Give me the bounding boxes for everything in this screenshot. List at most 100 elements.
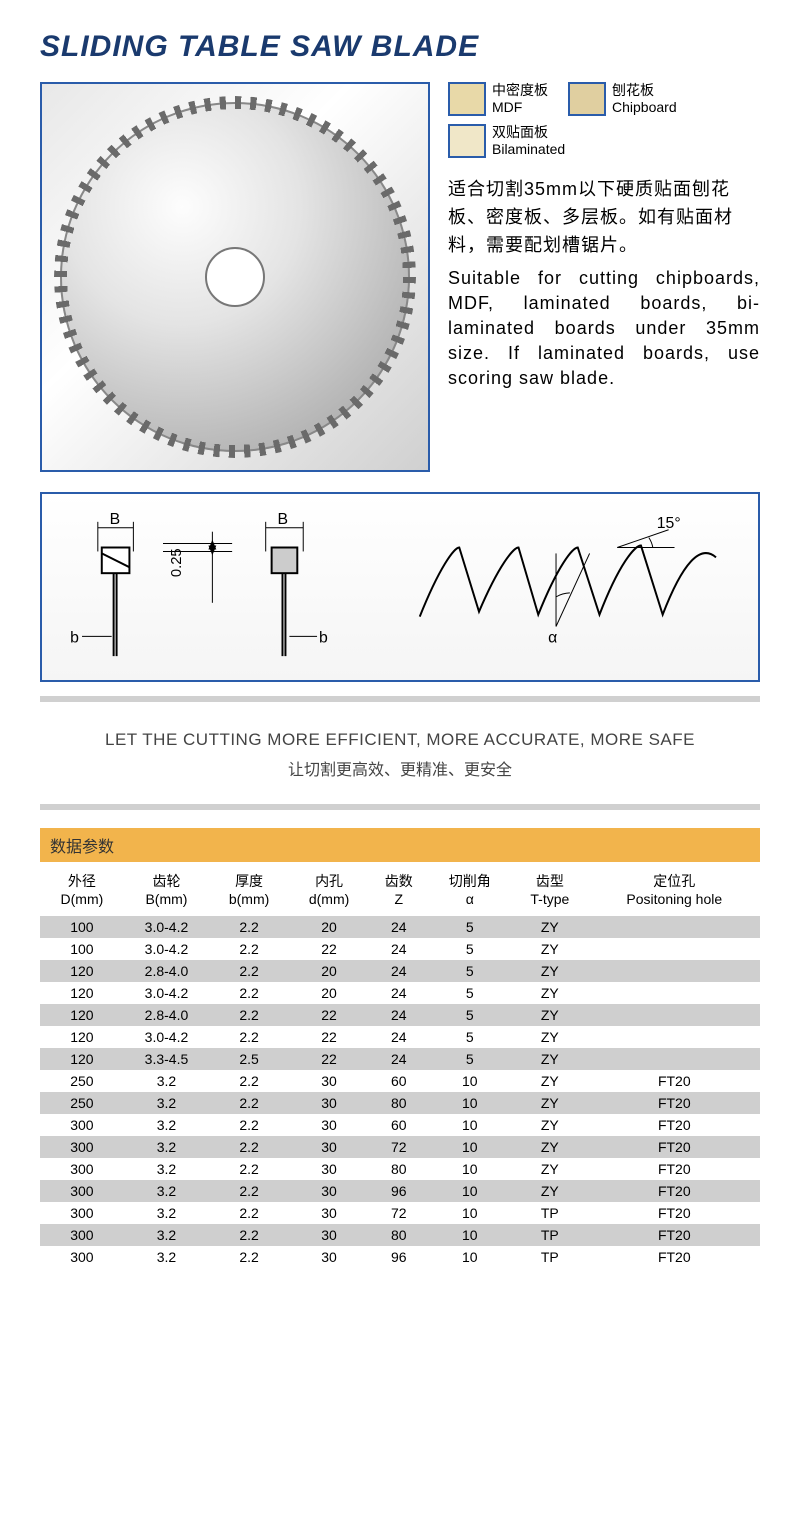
table-cell: 100 (40, 916, 124, 938)
page-title: SLIDING TABLE SAW BLADE (40, 30, 760, 64)
table-cell: 10 (429, 1070, 512, 1092)
material-label-cn: 中密度板 (492, 82, 548, 99)
table-cell: 3.2 (124, 1136, 209, 1158)
table-cell: 30 (289, 1114, 369, 1136)
table-cell: FT20 (589, 1070, 760, 1092)
column-header: 齿型T-type (511, 862, 588, 916)
slogan-cn: 让切割更高效、更精准、更安全 (40, 756, 760, 780)
table-cell: FT20 (589, 1246, 760, 1268)
table-cell: 22 (289, 1048, 369, 1070)
table-cell: 3.3-4.5 (124, 1048, 209, 1070)
table-cell: FT20 (589, 1092, 760, 1114)
table-row: 1003.0-4.22.222245ZY (40, 938, 760, 960)
top-row: 中密度板 MDF 刨花板 Chipboard 双贴面板 (40, 82, 760, 472)
material-chipboard: 刨花板 Chipboard (568, 82, 677, 116)
table-cell: TP (511, 1202, 588, 1224)
table-cell: TP (511, 1224, 588, 1246)
column-header: 齿数Z (369, 862, 428, 916)
param-header: 数据参数 (40, 828, 760, 862)
table-row: 1203.0-4.22.222245ZY (40, 1026, 760, 1048)
table-cell: 2.2 (209, 1224, 289, 1246)
right-column: 中密度板 MDF 刨花板 Chipboard 双贴面板 (448, 82, 760, 472)
table-cell: 72 (369, 1202, 428, 1224)
table-cell: 2.5 (209, 1048, 289, 1070)
material-label-en: MDF (492, 99, 522, 115)
swatch-icon (448, 82, 486, 116)
table-cell: FT20 (589, 1158, 760, 1180)
table-cell (589, 960, 760, 982)
table-cell: 300 (40, 1114, 124, 1136)
column-header: 外径D(mm) (40, 862, 124, 916)
material-mdf: 中密度板 MDF (448, 82, 548, 116)
table-row: 3003.22.2308010ZYFT20 (40, 1158, 760, 1180)
table-cell: 24 (369, 1048, 428, 1070)
table-cell: ZY (511, 1158, 588, 1180)
table-cell: 300 (40, 1202, 124, 1224)
table-cell: 2.2 (209, 1004, 289, 1026)
table-cell: ZY (511, 1004, 588, 1026)
table-row: 3003.22.2307210ZYFT20 (40, 1136, 760, 1158)
spec-table: 外径D(mm)齿轮B(mm)厚度b(mm)内孔d(mm)齿数Z切削角α齿型T-t… (40, 862, 760, 1268)
table-cell: ZY (511, 960, 588, 982)
svg-text:B: B (278, 511, 289, 528)
table-cell: 2.8-4.0 (124, 960, 209, 982)
table-cell: 120 (40, 1004, 124, 1026)
table-cell: 5 (429, 960, 512, 982)
svg-text:0.25: 0.25 (169, 548, 185, 577)
table-cell: 2.2 (209, 1114, 289, 1136)
table-cell: 22 (289, 1026, 369, 1048)
table-cell: 30 (289, 1158, 369, 1180)
table-cell: 10 (429, 1158, 512, 1180)
table-row: 3003.22.2308010TPFT20 (40, 1224, 760, 1246)
table-cell: 2.2 (209, 1136, 289, 1158)
table-cell: 30 (289, 1224, 369, 1246)
table-row: 2503.22.2306010ZYFT20 (40, 1070, 760, 1092)
table-cell: 120 (40, 1026, 124, 1048)
table-cell: FT20 (589, 1180, 760, 1202)
table-cell: 3.2 (124, 1114, 209, 1136)
swatch-icon (568, 82, 606, 116)
table-cell: 3.0-4.2 (124, 916, 209, 938)
table-cell: 96 (369, 1180, 428, 1202)
column-header: 切削角α (429, 862, 512, 916)
table-row: 3003.22.2309610ZYFT20 (40, 1180, 760, 1202)
table-cell: 10 (429, 1136, 512, 1158)
column-header: 厚度b(mm) (209, 862, 289, 916)
table-cell: ZY (511, 938, 588, 960)
table-cell: FT20 (589, 1136, 760, 1158)
table-cell: 24 (369, 960, 428, 982)
table-cell: 10 (429, 1246, 512, 1268)
column-header: 定位孔Positoning hole (589, 862, 760, 916)
table-cell: 20 (289, 916, 369, 938)
table-cell: ZY (511, 1070, 588, 1092)
table-cell: 22 (289, 1004, 369, 1026)
tooth-diagram: B b B b 0.25 (62, 508, 738, 666)
table-cell: 2.2 (209, 1202, 289, 1224)
table-cell (589, 1026, 760, 1048)
table-cell: 10 (429, 1202, 512, 1224)
table-cell (589, 938, 760, 960)
table-cell: 2.2 (209, 960, 289, 982)
table-cell: 60 (369, 1114, 428, 1136)
table-cell: 2.2 (209, 1246, 289, 1268)
table-cell: 250 (40, 1092, 124, 1114)
table-cell: ZY (511, 1026, 588, 1048)
table-cell: 100 (40, 938, 124, 960)
table-row: 1203.3-4.52.522245ZY (40, 1048, 760, 1070)
table-cell: 72 (369, 1136, 428, 1158)
divider-bar (40, 696, 760, 702)
table-cell: ZY (511, 1048, 588, 1070)
table-row: 1003.0-4.22.220245ZY (40, 916, 760, 938)
table-cell: 120 (40, 982, 124, 1004)
table-cell: 80 (369, 1092, 428, 1114)
table-row: 2503.22.2308010ZYFT20 (40, 1092, 760, 1114)
material-label-en: Chipboard (612, 99, 677, 115)
table-cell: 5 (429, 1026, 512, 1048)
material-bilaminated: 双贴面板 Bilaminated (448, 124, 565, 158)
table-cell: 5 (429, 1004, 512, 1026)
description-cn: 适合切割35mm以下硬质贴面刨花板、密度板、多层板。如有贴面材料，需要配划槽锯片… (448, 176, 760, 260)
table-cell: 2.2 (209, 982, 289, 1004)
table-cell: 24 (369, 1004, 428, 1026)
table-cell: 5 (429, 938, 512, 960)
table-cell: 3.2 (124, 1070, 209, 1092)
